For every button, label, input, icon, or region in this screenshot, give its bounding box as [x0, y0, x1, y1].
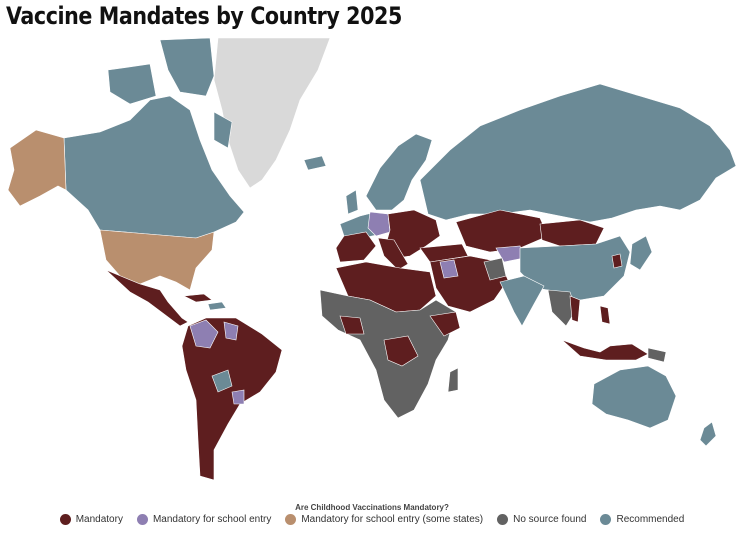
mongolia[interactable]	[539, 219, 605, 247]
legend: Mandatory Mandatory for school entry Man…	[0, 514, 744, 525]
canada[interactable]	[63, 95, 245, 239]
legend-swatch	[59, 514, 71, 525]
united-states[interactable]	[99, 229, 215, 291]
legend-label: No source found	[513, 514, 587, 525]
madagascar[interactable]	[447, 367, 459, 393]
afghanistan[interactable]	[483, 257, 507, 281]
legend-item-school-entry[interactable]: Mandatory for school entry	[136, 514, 272, 525]
west-africa[interactable]	[339, 315, 365, 335]
papua[interactable]	[647, 347, 667, 363]
legend-swatch	[600, 514, 612, 525]
alaska[interactable]	[7, 129, 67, 207]
caribbean[interactable]	[207, 301, 227, 311]
bolivia[interactable]	[211, 369, 233, 393]
legend-label: Mandatory for school entry	[152, 514, 272, 525]
kazakhstan[interactable]	[455, 209, 549, 253]
legend-label: Recommended	[616, 514, 685, 525]
italy-balkans[interactable]	[377, 237, 409, 271]
australia[interactable]	[591, 365, 677, 429]
legend-item-recommended[interactable]: Recommended	[600, 514, 684, 525]
iceland[interactable]	[303, 155, 327, 171]
legend-title: Are Childhood Vaccinations Mandatory?	[295, 503, 449, 512]
map-title: Vaccine Mandates by Country 2025	[6, 2, 402, 30]
arctic-islands[interactable]	[107, 37, 233, 149]
japan[interactable]	[629, 235, 653, 271]
south-america[interactable]	[181, 317, 283, 481]
eastern-europe[interactable]	[385, 209, 441, 259]
uk[interactable]	[345, 189, 359, 215]
new-zealand[interactable]	[699, 421, 717, 447]
iraq[interactable]	[439, 259, 459, 279]
legend-swatch	[285, 514, 297, 525]
vietnam[interactable]	[569, 295, 581, 323]
legend-label: Mandatory for school entry (some states)	[301, 514, 484, 525]
korea[interactable]	[611, 253, 623, 269]
drc[interactable]	[383, 335, 419, 367]
india[interactable]	[499, 275, 545, 327]
legend-item-no-source[interactable]: No source found	[497, 514, 586, 525]
world-map	[7, 37, 737, 481]
legend-item-mandatory[interactable]: Mandatory	[59, 514, 123, 525]
greenland[interactable]	[213, 37, 331, 189]
france-spain[interactable]	[335, 231, 377, 263]
scandinavia[interactable]	[365, 133, 433, 211]
legend-label: Mandatory	[75, 514, 123, 525]
mexico-central-america[interactable]	[105, 269, 189, 327]
indonesia[interactable]	[561, 339, 649, 361]
venezuela-colombia[interactable]	[189, 319, 239, 349]
paraguay[interactable]	[231, 389, 245, 405]
russia[interactable]	[419, 83, 737, 223]
legend-swatch	[497, 514, 509, 525]
germany[interactable]	[367, 211, 391, 237]
horn-of-africa[interactable]	[429, 311, 461, 337]
philippines[interactable]	[599, 305, 611, 325]
southeast-asia[interactable]	[547, 289, 577, 327]
cuba[interactable]	[182, 293, 213, 303]
legend-item-some-states[interactable]: Mandatory for school entry (some states)	[285, 514, 483, 525]
legend-swatch	[136, 514, 148, 525]
